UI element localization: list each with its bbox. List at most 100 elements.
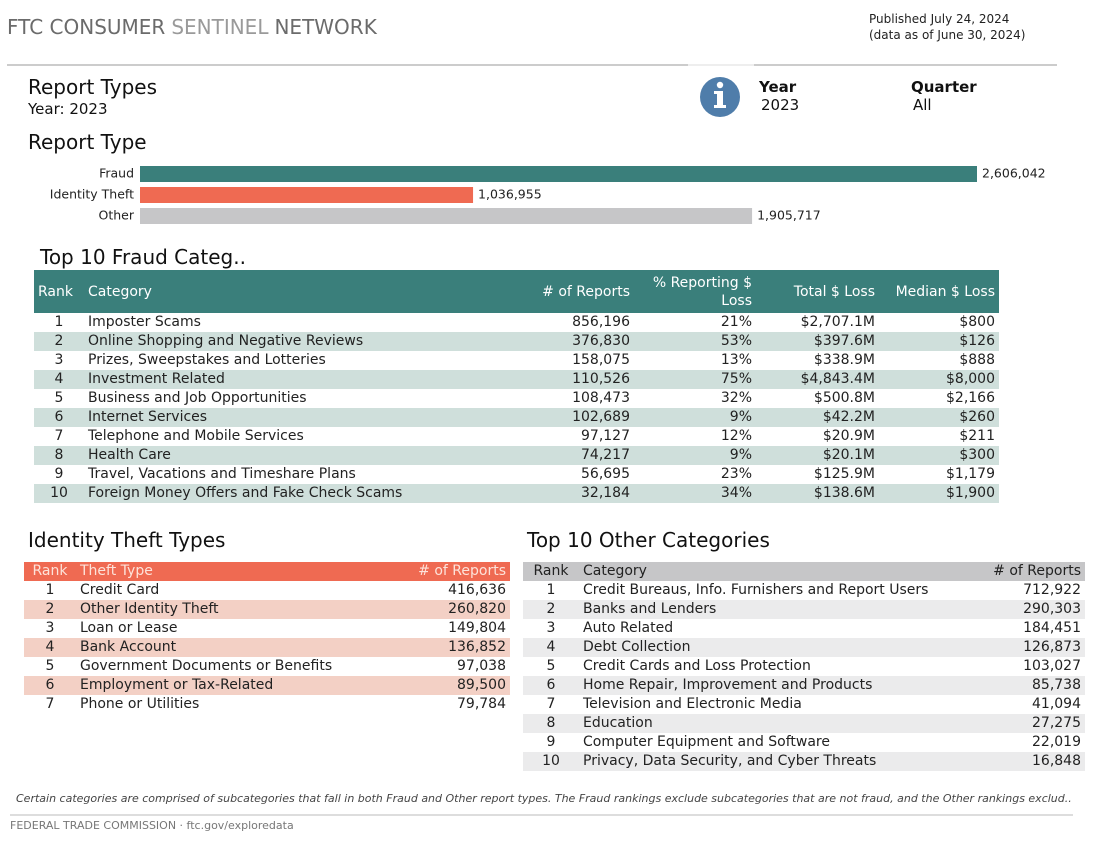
table-cell: 97,127 [581, 428, 630, 444]
table-cell: 9 [54, 466, 64, 482]
table-cell: $397.6M [813, 333, 875, 349]
table-cell: 126,873 [1023, 639, 1081, 655]
category-label: Identity Theft [50, 187, 134, 202]
table-cell: Television and Electronic Media [583, 696, 802, 712]
table-cell: 3 [54, 352, 64, 368]
table-cell: 1 [54, 314, 64, 330]
column-header: Category [88, 283, 152, 300]
table-cell: Foreign Money Offers and Fake Check Scam… [88, 485, 403, 501]
table-cell: 1 [546, 582, 556, 598]
table-cell: 7 [546, 696, 556, 712]
header-row: Rank Category # of Reports % Reporting $ Lo… [34, 270, 999, 313]
table-row: 10 Privacy, Data Security, and Cyber Thre… [523, 752, 1085, 771]
table-row: 8 Education 27,275 [523, 714, 1085, 733]
table-cell: 13% [720, 352, 752, 368]
table-cell: 27,275 [1032, 715, 1081, 731]
table-cell: Home Repair, Improvement and Products [583, 677, 873, 693]
table-cell: 6 [546, 677, 556, 693]
table-cell: Online Shopping and Negative Reviews [88, 333, 364, 349]
table-cell: Investment Related [88, 371, 225, 387]
table-title: Top 10 Fraud Categ.. [40, 245, 246, 269]
table-row: 1 Imposter Scams 856,196 21% $2,707.1M $800 [34, 313, 999, 332]
table-cell: 6 [45, 677, 55, 693]
header-row: Rank Theft Type # of Reports [24, 562, 510, 581]
footnote: Certain categories are comprised of subc… [16, 792, 1072, 805]
table-cell: 712,922 [1023, 582, 1081, 598]
table-cell: 7 [45, 696, 55, 712]
info-icon[interactable] [700, 77, 740, 117]
table-cell: 416,636 [448, 582, 506, 598]
table-cell: 1 [45, 582, 55, 598]
table-cell: 21% [720, 314, 752, 330]
table-cell: Privacy, Data Security, and Cyber Threat… [583, 753, 877, 769]
column-header: Category [583, 563, 647, 579]
table-cell: $2,166 [946, 390, 995, 406]
table-cell: Bank Account [80, 639, 177, 655]
table-cell: 10 [50, 485, 68, 501]
table-cell: 290,303 [1023, 601, 1081, 617]
table-cell: 32% [720, 390, 752, 406]
table-cell: $2,707.1M [800, 314, 875, 330]
value-label: 2,606,042 [982, 166, 1046, 181]
table-cell: Debt Collection [583, 639, 691, 655]
table-row: 1 Credit Bureaus, Info. Furnishers and Re… [523, 581, 1085, 600]
table-row: 3 Prizes, Sweepstakes and Lotteries 158,07… [34, 351, 999, 370]
filter-value[interactable]: 2023 [761, 96, 800, 114]
table-row: 8 Health Care 74,217 9% $20.1M $300 [34, 446, 999, 465]
table-cell: 34% [720, 485, 752, 501]
table-cell: 4 [45, 639, 55, 655]
table-cell: $260 [959, 409, 995, 425]
table-cell: 10 [542, 753, 560, 769]
table-cell: 89,500 [457, 677, 506, 693]
table-cell: $500.8M [813, 390, 875, 406]
value-label: 1,036,955 [478, 187, 542, 202]
table-row: 4 Debt Collection 126,873 [523, 638, 1085, 657]
table-cell: 32,184 [581, 485, 630, 501]
filter-label: Quarter [911, 78, 977, 96]
table-cell: $20.1M [822, 447, 875, 463]
table-cell: $4,843.4M [800, 371, 875, 387]
table-title: Top 10 Other Categories [527, 528, 770, 552]
table-row: 1 Credit Card 416,636 [24, 581, 510, 600]
table-row: 10 Foreign Money Offers and Fake Check Sc… [34, 484, 999, 503]
table-cell: 5 [45, 658, 55, 674]
table-cell: 5 [54, 390, 64, 406]
chart-title: Report Type [28, 130, 147, 154]
table-cell: 2 [54, 333, 64, 349]
table-row: 4 Bank Account 136,852 [24, 638, 510, 657]
table-cell: Employment or Tax-Related [80, 677, 274, 693]
table-cell: 9 [546, 734, 556, 750]
table-cell: Phone or Utilities [80, 696, 200, 712]
table-cell: 53% [720, 333, 752, 349]
column-header: Rank [38, 283, 73, 300]
table-cell: 2 [546, 601, 556, 617]
table-cell: 74,217 [581, 447, 630, 463]
table-cell: 41,094 [1032, 696, 1081, 712]
table-cell: 260,820 [448, 601, 506, 617]
table-row: 7 Telephone and Mobile Services 97,127 12% $… [34, 427, 999, 446]
table-cell: Credit Bureaus, Info. Furnishers and Rep… [583, 582, 929, 598]
table-cell: Internet Services [88, 409, 208, 425]
table-cell: 12% [720, 428, 752, 444]
table-cell: Loan or Lease [80, 620, 178, 636]
table-cell: 108,473 [572, 390, 630, 406]
table-cell: Other Identity Theft [80, 601, 219, 617]
filter-label: Year [759, 78, 797, 96]
table-cell: 9% [729, 409, 752, 425]
footer: FEDERAL TRADE COMMISSION · ftc.gov/explo… [10, 819, 294, 832]
table-row: 6 Internet Services 102,689 9% $42.2M $260 [34, 408, 999, 427]
column-header: # of Reports [418, 563, 506, 579]
filter-value[interactable]: All [913, 96, 932, 114]
table-cell: 184,451 [1023, 620, 1081, 636]
table-cell: 102,689 [572, 409, 630, 425]
table-cell: 136,852 [448, 639, 506, 655]
table-row: 3 Auto Related 184,451 [523, 619, 1085, 638]
column-header: Theft Type [80, 563, 153, 579]
table-cell: $125.9M [813, 466, 875, 482]
table-row: 9 Computer Equipment and Software 22,019 [523, 733, 1085, 752]
table-row: 4 Investment Related 110,526 75% $4,843.4M $8… [34, 370, 999, 389]
table-cell: 22,019 [1032, 734, 1081, 750]
table-cell: 16,848 [1032, 753, 1081, 769]
table-row: 2 Online Shopping and Negative Reviews 376… [34, 332, 999, 351]
table-row: 7 Phone or Utilities 79,784 [24, 695, 510, 714]
